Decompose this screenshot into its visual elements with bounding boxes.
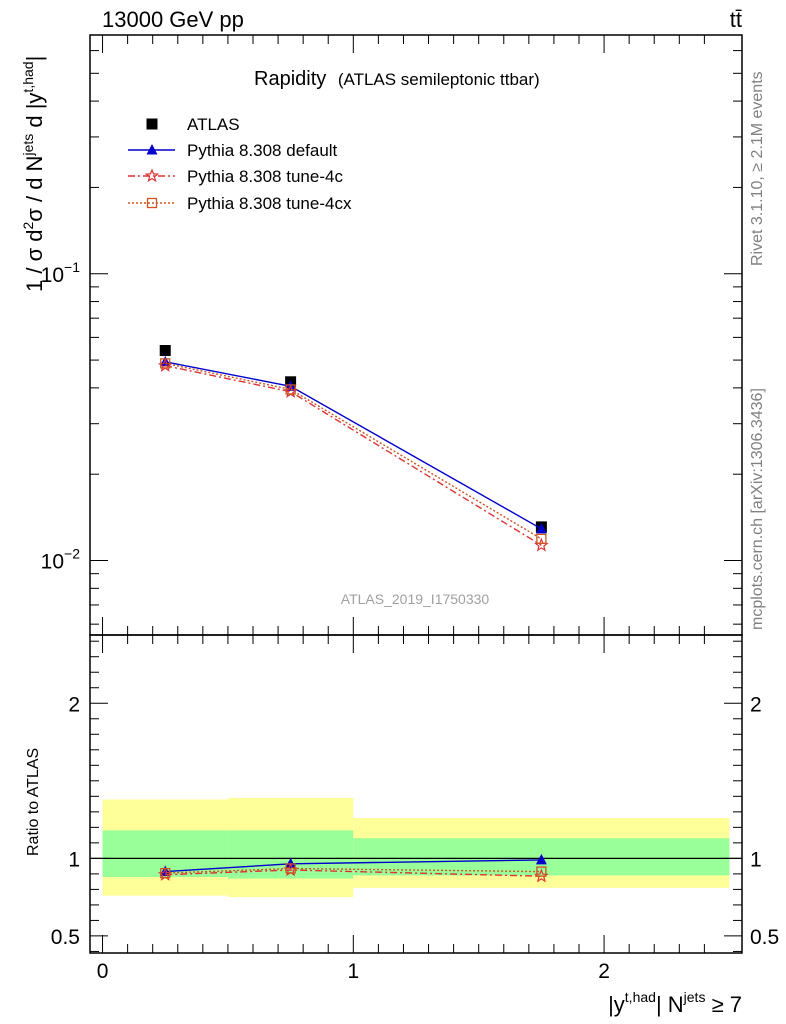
- ratio-point-pythia-8-308-tune-4cx: [285, 863, 296, 874]
- x-tick-label: 0: [97, 960, 109, 983]
- ratio-y-tick-label-left: 2: [68, 693, 80, 716]
- legend-marker: [146, 197, 158, 209]
- main-y-tick-label: 10−2: [41, 546, 81, 574]
- analysis-watermark: ATLAS_2019_I1750330: [341, 591, 490, 607]
- main-axis-ticks: 10−1 10−2: [41, 35, 742, 635]
- legend-label: Pythia 8.308 tune-4cx: [187, 194, 352, 213]
- ratio-y-tick-label-left: 1: [68, 848, 80, 871]
- x-tick-label: 2: [598, 960, 610, 983]
- plot-title-sub: (ATLAS semileptonic ttbar): [338, 70, 540, 89]
- ratio-point-pythia-8-308-tune-4cx: [536, 866, 547, 877]
- ratio-point-pythia-8-308-default: [159, 865, 171, 877]
- ratio-panel-frame: [89, 634, 743, 954]
- series-line-pythia-8-308-tune-4cx: [165, 362, 542, 540]
- mcplots-reference-note: mcplots.cern.ch [arXiv:1306.3436]: [749, 388, 766, 630]
- ratio-line-pythia-8-308-tune-4cx: [165, 867, 542, 874]
- main-y-axis-label: 1 / σ d2σ / d Njets d |yt,had|: [20, 56, 47, 292]
- ratio-line-pythia-8-308-tune-4c: [165, 869, 542, 877]
- ratio-y-axis-label: Ratio to ATLAS: [25, 748, 42, 856]
- legend-label: ATLAS: [187, 115, 240, 134]
- legend-marker: [144, 168, 160, 183]
- x-axis-label: |yt,had| Njets ≥ 7: [608, 989, 742, 1017]
- data-point-pythia-8-308-default: [535, 522, 547, 534]
- data-point-pythia-8-308-tune-4cx: [285, 384, 296, 395]
- ratio-point-pythia-8-308-default: [535, 853, 547, 865]
- main-plot-marks: [157, 344, 549, 552]
- legend: ATLAS Pythia 8.308 default Pythia 8.308 tu…: [128, 115, 352, 213]
- ratio-y-tick-label-right: 0.5: [750, 926, 779, 949]
- ratio-axis-ticks: 0.5 0.5 1 1 2 2 0 1 2: [51, 635, 779, 983]
- data-point-atlas: [159, 344, 171, 356]
- rivet-version-note: Rivet 3.1.10, ≥ 2.1M events: [749, 71, 766, 266]
- main-y-tick-label: 10−1: [41, 259, 81, 287]
- legend-marker: [146, 144, 158, 155]
- legend-marker: [146, 118, 158, 130]
- ratio-plot-marks: [90, 853, 742, 883]
- ratio-y-tick-label-left: 0.5: [51, 926, 80, 949]
- header-energy-label: 13000 GeV pp: [102, 7, 244, 32]
- plot-title-main: Rapidity: [254, 68, 326, 90]
- header-process-label: tt̄: [730, 7, 742, 32]
- x-tick-label: 1: [347, 960, 359, 983]
- data-point-pythia-8-308-tune-4cx: [536, 533, 547, 545]
- ratio-y-tick-label-right: 2: [750, 693, 762, 716]
- legend-label: Pythia 8.308 tune-4c: [187, 167, 343, 186]
- data-point-pythia-8-308-tune-4cx: [160, 358, 171, 369]
- plot-title: Rapidity (ATLAS semileptonic ttbar): [254, 68, 540, 90]
- ratio-point-pythia-8-308-tune-4cx: [160, 867, 171, 879]
- ratio-panel: 0.5 0.5 1 1 2 2 0 1 2 Ratio to ATLAS |yt,had| Nj…: [25, 634, 779, 1017]
- legend-label: Pythia 8.308 default: [187, 141, 338, 160]
- ratio-y-tick-label-right: 1: [750, 848, 762, 871]
